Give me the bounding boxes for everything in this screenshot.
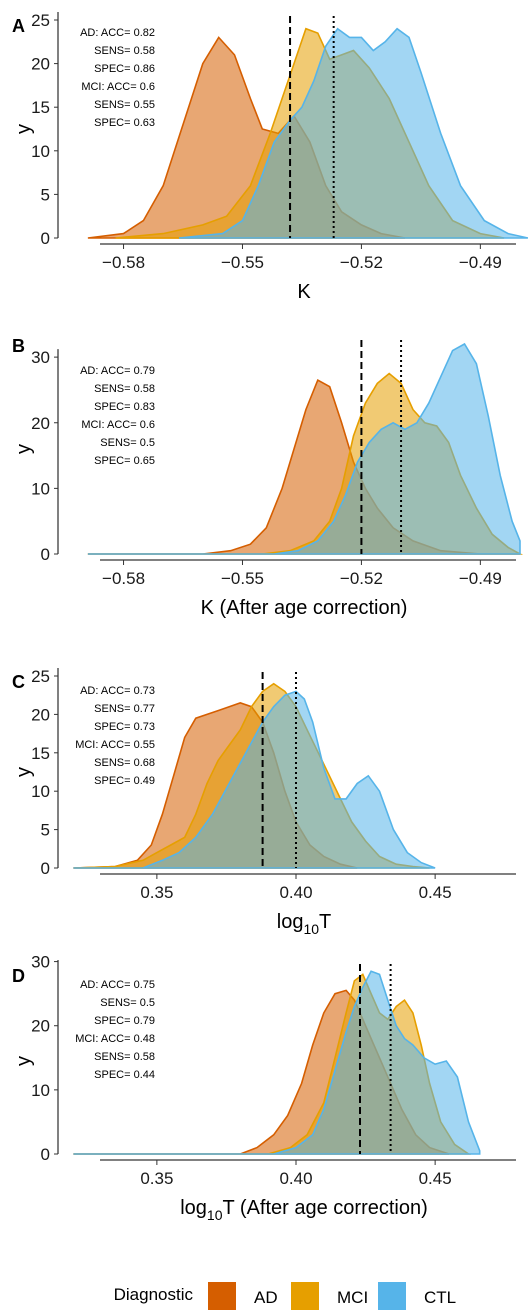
x-tick-label: 0.35: [140, 883, 173, 902]
panel-letter: A: [12, 16, 25, 36]
stat-annotation: SENS= 0.68: [94, 757, 155, 769]
legend-label-ctl: CTL: [424, 1288, 456, 1307]
y-tick-label: 20: [31, 55, 50, 74]
x-tick-label: −0.55: [221, 253, 264, 272]
stat-annotation: AD: ACC= 0.82: [80, 27, 155, 39]
legend-swatch-mci: [291, 1282, 319, 1310]
stat-annotation: SENS= 0.77: [94, 703, 155, 715]
y-tick-label: 0: [41, 859, 50, 878]
stat-annotation: SPEC= 0.65: [94, 455, 155, 467]
panel-b: By 0 10 20 30 −0.58 −0.55 −0.52 −0.49 K (After ag…: [12, 336, 520, 619]
x-tick-label: −0.52: [340, 253, 383, 272]
y-tick-label: 10: [31, 1081, 50, 1100]
legend-items: AD MCI CTL: [208, 1282, 456, 1310]
y-tick-label: 30: [31, 953, 50, 972]
x-tick-label: 0.45: [419, 1169, 452, 1188]
stat-annotation: AD: ACC= 0.73: [80, 685, 155, 697]
x-tick-label: −0.55: [221, 569, 264, 588]
panel-c: Cy 0 5 10 15 20 25 0.35 0.40 0.45 log10T AD: ACC= 0…: [12, 667, 516, 937]
legend-swatch-ctl: [378, 1282, 406, 1310]
y-tick-label: 30: [31, 348, 50, 367]
x-tick-label: 0.35: [140, 1169, 173, 1188]
panel-d: Dy 0 10 20 30 0.35 0.40 0.45 log10T (After age c…: [12, 953, 516, 1223]
y-axis-title: y: [13, 444, 35, 454]
stat-annotation: SENS= 0.5: [100, 437, 155, 449]
y-tick-label: 25: [31, 11, 50, 30]
stat-annotation: SPEC= 0.49: [94, 775, 155, 787]
stat-annotation: SENS= 0.58: [94, 383, 155, 395]
stat-annotation: SPEC= 0.83: [94, 401, 155, 413]
y-tick-label: 0: [41, 545, 50, 564]
legend-label-ad: AD: [254, 1288, 278, 1307]
stat-annotation: MCI: ACC= 0.48: [75, 1033, 155, 1045]
stat-annotation: SENS= 0.55: [94, 99, 155, 111]
panel-a: Ay 0 5 10 15 20 25 −0.58 −0.55 −0.52 −0.49 K AD: ACC…: [12, 11, 528, 303]
stat-annotation: SENS= 0.58: [94, 45, 155, 57]
panel-letter: B: [12, 336, 25, 356]
y-tick-label: 10: [31, 479, 50, 498]
stat-annotation: SPEC= 0.44: [94, 1069, 155, 1081]
panel-letter: D: [12, 966, 25, 986]
stat-annotation: SENS= 0.5: [100, 997, 155, 1009]
y-tick-label: 25: [31, 667, 50, 686]
x-axis-title: log10T: [277, 911, 332, 937]
x-tick-label: 0.40: [279, 1169, 312, 1188]
legend-title: Diagnostic: [114, 1285, 194, 1304]
y-axis-title: y: [13, 1056, 35, 1066]
stat-annotation: SPEC= 0.73: [94, 721, 155, 733]
stat-annotation: SPEC= 0.63: [94, 117, 155, 129]
x-tick-label: −0.49: [459, 569, 502, 588]
y-tick-label: 15: [31, 98, 50, 117]
y-tick-label: 15: [31, 744, 50, 763]
y-axis-title: y: [13, 767, 35, 777]
x-tick-label: −0.52: [340, 569, 383, 588]
x-tick-label: 0.45: [419, 883, 452, 902]
legend-swatch-ad: [208, 1282, 236, 1310]
y-tick-label: 10: [31, 142, 50, 161]
stat-annotation: MCI: ACC= 0.6: [81, 419, 155, 431]
x-tick-label: −0.58: [102, 569, 145, 588]
x-tick-label: 0.40: [279, 883, 312, 902]
legend: Diagnostic AD MCI CTL: [114, 1282, 457, 1310]
y-tick-label: 0: [41, 229, 50, 248]
y-tick-label: 5: [41, 821, 50, 840]
y-tick-label: 0: [41, 1145, 50, 1164]
y-tick-label: 20: [31, 414, 50, 433]
stat-annotation: SPEC= 0.86: [94, 63, 155, 75]
stat-annotation: AD: ACC= 0.79: [80, 365, 155, 377]
y-tick-label: 5: [41, 185, 50, 204]
x-tick-label: −0.58: [102, 253, 145, 272]
y-tick-label: 20: [31, 705, 50, 724]
y-tick-label: 20: [31, 1017, 50, 1036]
y-tick-label: 10: [31, 782, 50, 801]
x-axis-title: log10T (After age correction): [180, 1197, 428, 1223]
legend-label-mci: MCI: [337, 1288, 368, 1307]
panels-group: Ay 0 5 10 15 20 25 −0.58 −0.55 −0.52 −0.49 K AD: ACC…: [12, 11, 528, 1223]
stat-annotation: MCI: ACC= 0.55: [75, 739, 155, 751]
stat-annotation: SENS= 0.58: [94, 1051, 155, 1063]
panel-letter: C: [12, 672, 25, 692]
y-axis-title: y: [13, 124, 35, 134]
x-axis-title: K: [297, 281, 311, 303]
stat-annotation: SPEC= 0.79: [94, 1015, 155, 1027]
x-axis-title: K (After age correction): [201, 597, 408, 619]
stat-annotation: MCI: ACC= 0.6: [81, 81, 155, 93]
stat-annotation: AD: ACC= 0.75: [80, 979, 155, 991]
x-tick-label: −0.49: [459, 253, 502, 272]
